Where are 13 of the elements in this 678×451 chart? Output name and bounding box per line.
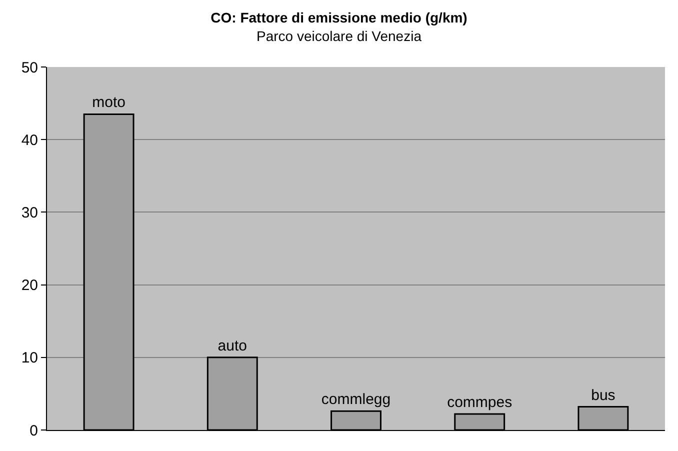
y-tick-label: 20: [21, 277, 38, 294]
chart-subtitle: Parco veicolare di Venezia: [256, 28, 422, 44]
y-tick-label: 50: [21, 59, 38, 76]
x-tick-label: auto: [218, 337, 247, 354]
y-tick-label: 30: [21, 204, 38, 222]
x-tick-label: commlegg: [321, 391, 391, 408]
y-tick-label: 0: [30, 422, 38, 440]
chart-title: CO: Fattore di emissione medio (g/km): [210, 10, 468, 26]
y-tick-label: 40: [21, 132, 38, 149]
x-tick-label: moto: [92, 94, 126, 112]
x-tick-label: bus: [591, 386, 616, 404]
x-tick-label: commpes: [447, 394, 512, 412]
y-tick-label: 10: [21, 350, 38, 367]
